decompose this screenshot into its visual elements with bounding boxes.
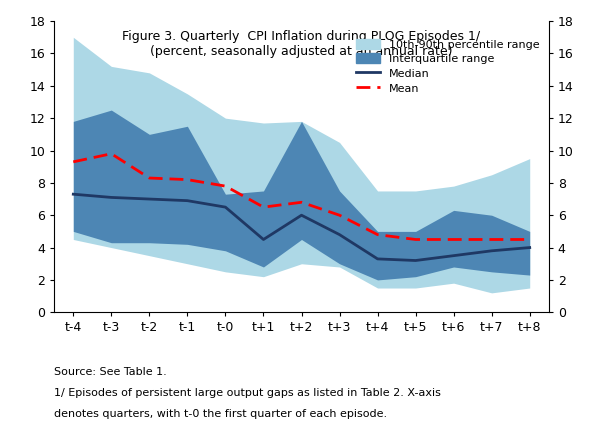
Text: denotes quarters, with t-0 the first quarter of each episode.: denotes quarters, with t-0 the first qua… [54,409,387,419]
Text: Figure 3. Quarterly  CPI Inflation during PLOG Episodes 1/
(percent, seasonally : Figure 3. Quarterly CPI Inflation during… [122,30,481,58]
Legend: 10th-90th percentile range, Interquartile range, Median, Mean: 10th-90th percentile range, Interquartil… [353,35,543,97]
Text: 1/ Episodes of persistent large output gaps as listed in Table 2. X-axis: 1/ Episodes of persistent large output g… [54,388,441,398]
Text: Source: See Table 1.: Source: See Table 1. [54,367,167,377]
